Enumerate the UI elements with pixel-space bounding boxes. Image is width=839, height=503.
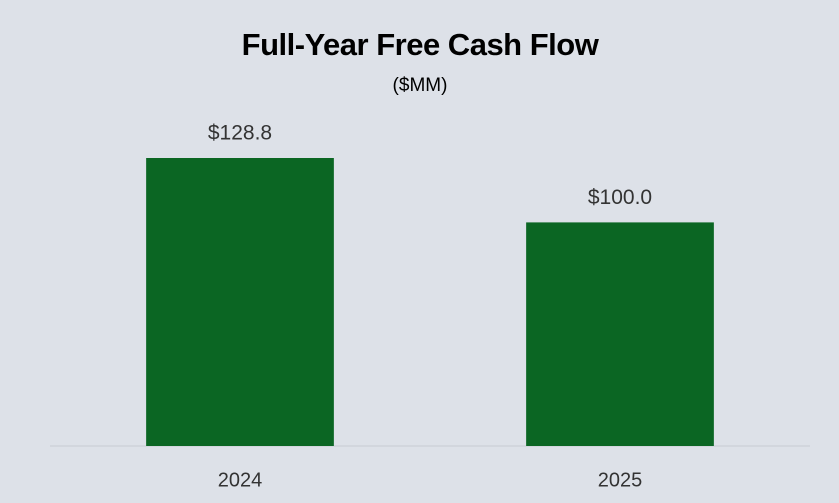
- value-label: $128.8: [208, 122, 272, 145]
- bar: [526, 222, 714, 446]
- x-tick-label: 2025: [598, 469, 643, 491]
- x-tick-label: 2024: [218, 469, 263, 491]
- bar: [146, 158, 334, 446]
- value-label: $100.0: [588, 186, 652, 209]
- chart-title: Full-Year Free Cash Flow: [242, 27, 600, 62]
- chart-subtitle: ($MM): [393, 75, 448, 96]
